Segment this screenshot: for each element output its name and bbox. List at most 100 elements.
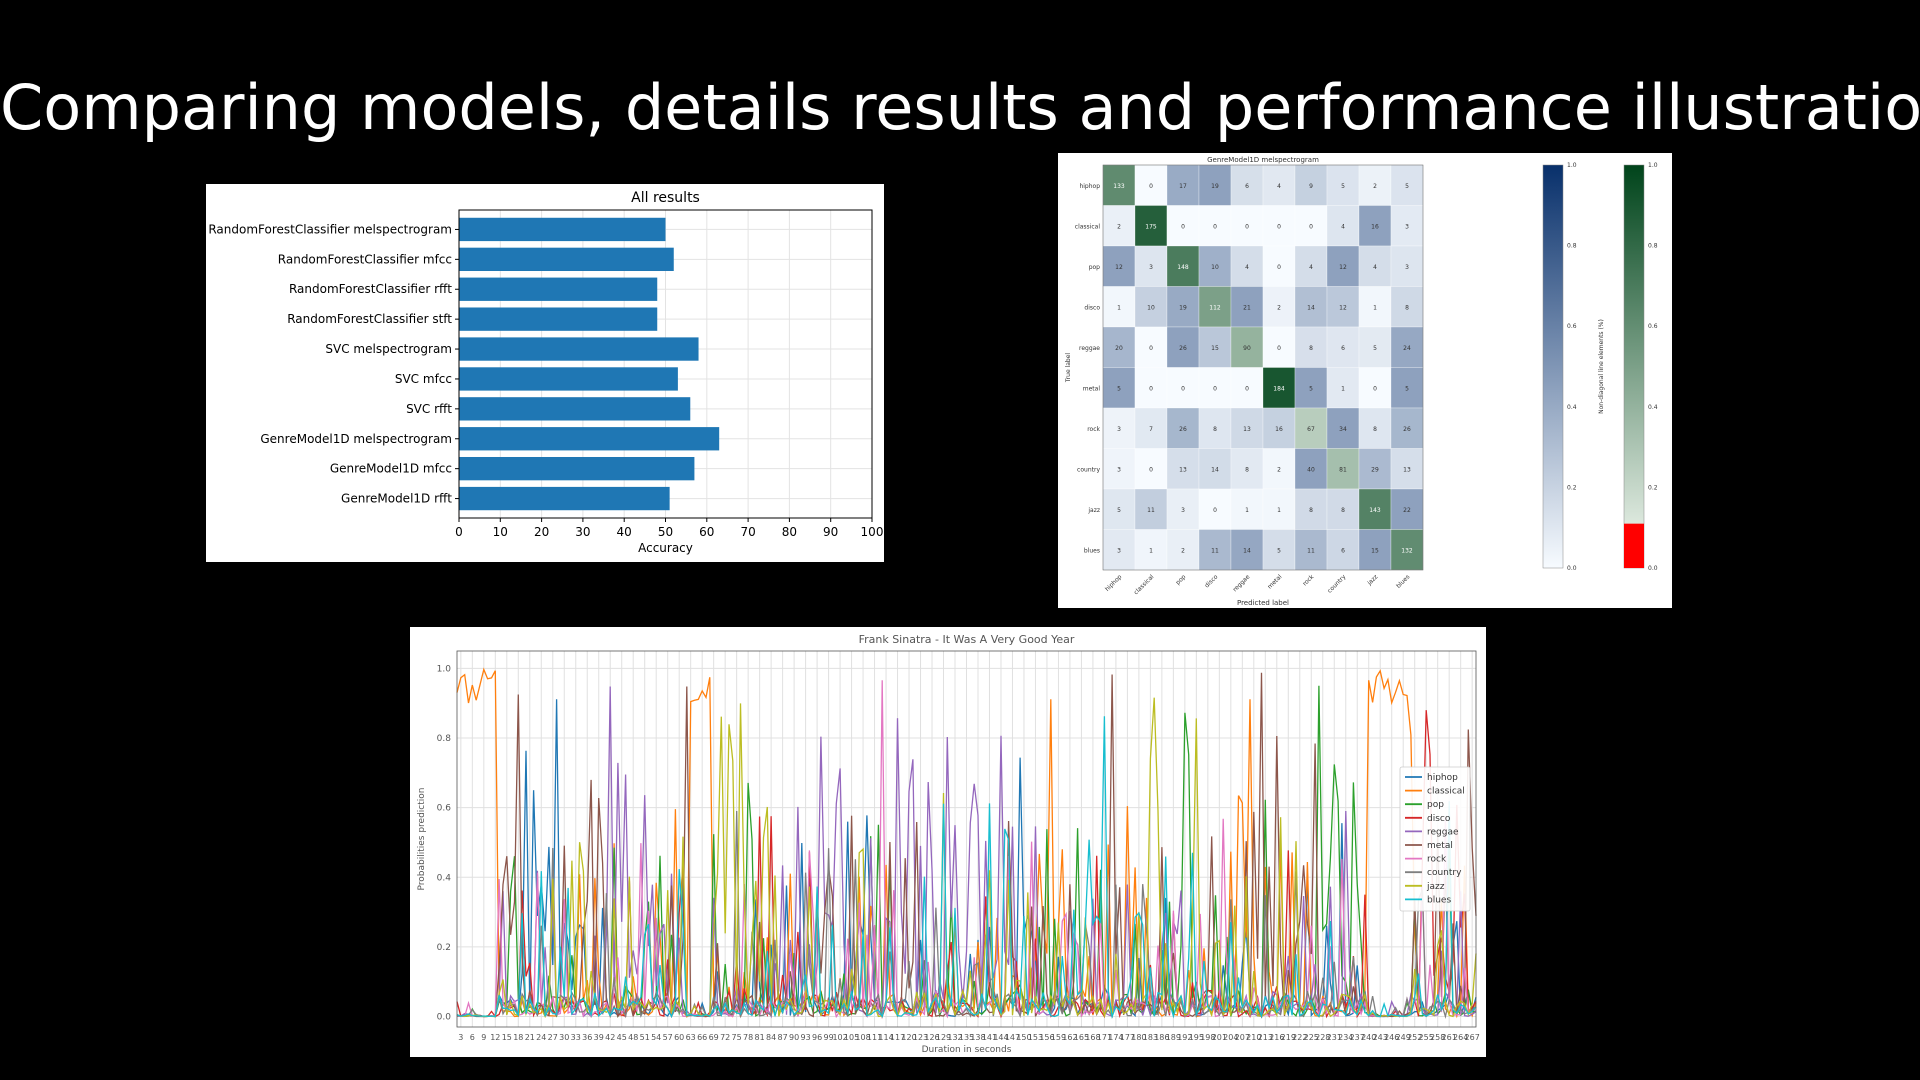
- x-tick-label: 30: [575, 525, 590, 539]
- cell-value: 148: [1177, 264, 1189, 271]
- cell-value: 21: [1243, 304, 1251, 311]
- matrix-cell: [1166, 286, 1200, 328]
- legend-label: rock: [1427, 855, 1447, 865]
- matrix-cell: [1230, 205, 1264, 247]
- y-tick-label: 0.6: [437, 804, 452, 814]
- colorbar: [1542, 164, 1564, 569]
- x-tick-label: 168: [1085, 1033, 1100, 1042]
- cell-value: 67: [1307, 426, 1315, 433]
- x-tick-label: 267: [1465, 1033, 1480, 1042]
- cell-value: 0: [1213, 507, 1217, 514]
- x-tick-label: 159: [1051, 1033, 1066, 1042]
- cell-value: 26: [1179, 426, 1187, 433]
- cell-value: 3: [1117, 466, 1121, 473]
- matrix-cell: [1358, 367, 1392, 409]
- colorbar-tick-label: 0.4: [1648, 404, 1658, 411]
- matrix-cell: [1358, 286, 1392, 328]
- matrix-cell: [1358, 407, 1392, 449]
- x-tick-label: 264: [1453, 1033, 1468, 1042]
- matrix-cell: [1390, 245, 1424, 287]
- bar: [459, 397, 691, 421]
- cell-value: 8: [1213, 426, 1217, 433]
- x-tick-label: 80: [782, 525, 797, 539]
- cell-value: 112: [1209, 304, 1221, 311]
- chart-title: All results: [631, 190, 700, 206]
- series-line-blues: [456, 716, 1477, 1019]
- x-tick-label: classical: [1133, 573, 1156, 596]
- x-tick-label: metal: [1266, 573, 1283, 590]
- cell-value: 6: [1341, 547, 1345, 554]
- accuracy-bar-chart: All results RandomForestClassifier melspe…: [206, 184, 884, 562]
- matrix-cell: [1134, 529, 1168, 571]
- cell-value: 2: [1117, 223, 1121, 230]
- matrix-cell: [1198, 326, 1232, 368]
- x-tick-label: 153: [1028, 1033, 1043, 1042]
- matrix-cell: [1230, 488, 1264, 530]
- matrix-cell: [1166, 407, 1200, 449]
- cell-value: 12: [1115, 264, 1123, 271]
- legend-label: metal: [1427, 841, 1453, 851]
- cell-value: 29: [1371, 466, 1379, 473]
- cell-value: 6: [1341, 345, 1345, 352]
- matrix-cell: [1262, 367, 1296, 409]
- cell-value: 14: [1307, 304, 1315, 311]
- cell-value: 11: [1211, 547, 1219, 554]
- colorbar-tick-label: 0.8: [1648, 243, 1658, 250]
- matrix-cell: [1294, 407, 1328, 449]
- genre-probability-line-chart: Frank Sinatra - It Was A Very Good Year 0…: [410, 627, 1486, 1057]
- cell-value: 0: [1277, 223, 1281, 230]
- cell-value: 2: [1277, 466, 1281, 473]
- matrix-cell: [1390, 488, 1424, 530]
- x-tick-label: disco: [1203, 573, 1219, 589]
- y-tick-label: GenreModel1D melspectrogram: [260, 432, 452, 446]
- y-tick-label: hiphop: [1079, 183, 1100, 190]
- cell-value: 0: [1181, 385, 1185, 392]
- matrix-cell: [1262, 529, 1296, 571]
- x-tick-label: 36: [582, 1033, 592, 1042]
- cell-value: 19: [1211, 183, 1219, 190]
- matrix-cell: [1358, 488, 1392, 530]
- cell-value: 7: [1149, 426, 1153, 433]
- x-tick-label: 10: [493, 525, 508, 539]
- cell-value: 34: [1339, 426, 1347, 433]
- x-tick-label: 54: [651, 1033, 661, 1042]
- x-tick-label: 99: [823, 1033, 833, 1042]
- x-tick-label: pop: [1174, 573, 1187, 586]
- x-tick-label: 66: [697, 1033, 707, 1042]
- y-tick-label: SVC mfcc: [395, 372, 452, 386]
- cell-value: 0: [1245, 223, 1249, 230]
- y-axis-label: True label: [1065, 353, 1072, 383]
- matrix-cell: [1262, 407, 1296, 449]
- x-tick-label: 27: [548, 1033, 558, 1042]
- x-tick-label: 213: [1258, 1033, 1273, 1042]
- x-tick-label: 246: [1384, 1033, 1399, 1042]
- bar: [459, 337, 699, 361]
- slide-title: Comparing models, details results and pe…: [0, 71, 1920, 144]
- x-tick-label: 201: [1212, 1033, 1227, 1042]
- cell-value: 3: [1181, 507, 1185, 514]
- matrix-cell: [1326, 367, 1360, 409]
- x-tick-label: hiphop: [1104, 573, 1124, 593]
- matrix-cell: [1294, 286, 1328, 328]
- x-tick-label: 240: [1361, 1033, 1376, 1042]
- cell-value: 2: [1373, 183, 1377, 190]
- matrix-cell: [1134, 164, 1168, 206]
- colorbar-tick-label: 0.6: [1567, 323, 1577, 330]
- x-tick-label: 69: [709, 1033, 719, 1042]
- y-tick-label: GenreModel1D rfft: [341, 492, 452, 506]
- matrix-cell: [1358, 205, 1392, 247]
- x-tick-label: 216: [1269, 1033, 1284, 1042]
- x-tick-label: 180: [1131, 1033, 1146, 1042]
- x-tick-label: 60: [674, 1033, 684, 1042]
- bar: [459, 217, 666, 242]
- x-tick-label: 15: [502, 1033, 512, 1042]
- x-tick-label: 87: [778, 1033, 788, 1042]
- cell-value: 132: [1401, 547, 1413, 554]
- x-tick-label: 210: [1246, 1033, 1261, 1042]
- x-tick-label: 243: [1373, 1033, 1388, 1042]
- y-tick-label: GenreModel1D mfcc: [330, 462, 452, 476]
- matrix-cell: [1230, 448, 1264, 490]
- cell-value: 3: [1117, 547, 1121, 554]
- x-tick-label: 20: [534, 525, 549, 539]
- cell-value: 1: [1341, 385, 1345, 392]
